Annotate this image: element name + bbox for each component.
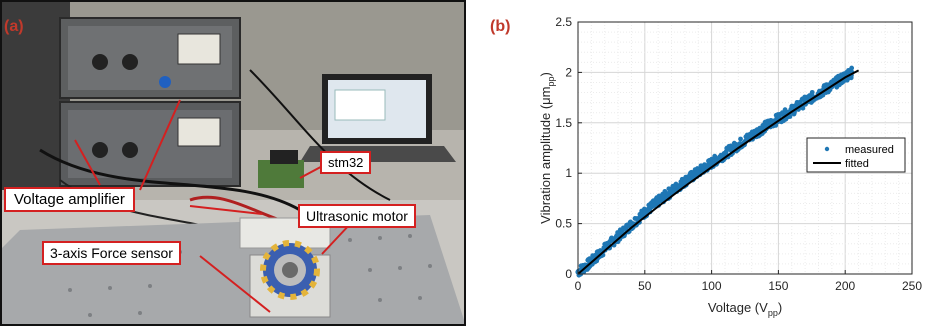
ultrasonic-motor: [260, 240, 320, 300]
x-tick-label: 150: [768, 279, 788, 293]
y-tick-label: 0.5: [555, 217, 572, 231]
measured-point: [655, 198, 661, 205]
measured-point: [709, 156, 714, 162]
x-tick-label: 250: [902, 279, 922, 293]
y-axis-label-text: Vibration amplitude (μmpp): [538, 72, 556, 224]
panel-b-tag: (b): [490, 18, 511, 35]
measured-point: [695, 169, 701, 175]
stm32-label: stm32: [320, 151, 372, 174]
measured-point: [709, 160, 715, 166]
setup-photo: [0, 0, 466, 326]
vibration-chart: 0 50 100 150 200 250 0 0.5 1 1.5 2 2.5 Voltage (Vpp…: [538, 15, 922, 318]
x-tick-label: 100: [702, 279, 722, 293]
x-tick-label: 200: [835, 279, 855, 293]
measured-point: [849, 65, 855, 71]
panel-a-tag: (a): [4, 18, 24, 35]
axes-box: [577, 21, 913, 275]
measured-point: [722, 151, 728, 157]
y-tick-label: 2: [565, 65, 572, 79]
x-tick-label: 0: [575, 279, 582, 293]
legend: measured fitted: [806, 137, 906, 173]
force-sensor-label: 3-axis Force sensor: [42, 241, 181, 265]
measured-point: [809, 89, 815, 95]
legend-measured-marker: [824, 146, 830, 152]
measured-point: [642, 209, 648, 216]
fitted-line: [577, 69, 860, 275]
y-tick-label: 0: [565, 267, 572, 281]
legend-measured-label: measured: [845, 144, 894, 156]
x-tick-label: 50: [638, 279, 652, 293]
measured-point: [668, 188, 675, 194]
x-axis-label: Voltage (Vpp): [708, 300, 782, 318]
ultrasonic-motor-label: Ultrasonic motor: [298, 204, 416, 228]
chart-panel: (b) 0 50 100 150 200 250 0 0.5 1 1.5 2 2.5 Voltage …: [466, 0, 927, 326]
measured-point: [738, 136, 743, 142]
y-tick-label: 1.5: [555, 116, 572, 130]
y-tick-label: 2.5: [555, 15, 572, 29]
y-tick-label: 1: [565, 166, 572, 180]
measured-point: [682, 178, 688, 184]
legend-box: [806, 137, 906, 173]
legend-fitted-label: fitted: [845, 158, 869, 170]
measured-point: [787, 114, 793, 119]
fitted-line-group: [577, 69, 860, 275]
setup-photo-panel: (a) stm32 Voltage amplifier Ultrasonic m…: [0, 0, 466, 326]
axis-ticks: 0 50 100 150 200 250 0 0.5 1 1.5 2 2.5: [555, 15, 922, 293]
y-axis-label: Vibration amplitude (μmpp): [538, 72, 556, 224]
voltage-amplifier-label: Voltage amplifier: [4, 187, 135, 212]
x-axis-label-text: Voltage (Vpp): [708, 300, 782, 318]
